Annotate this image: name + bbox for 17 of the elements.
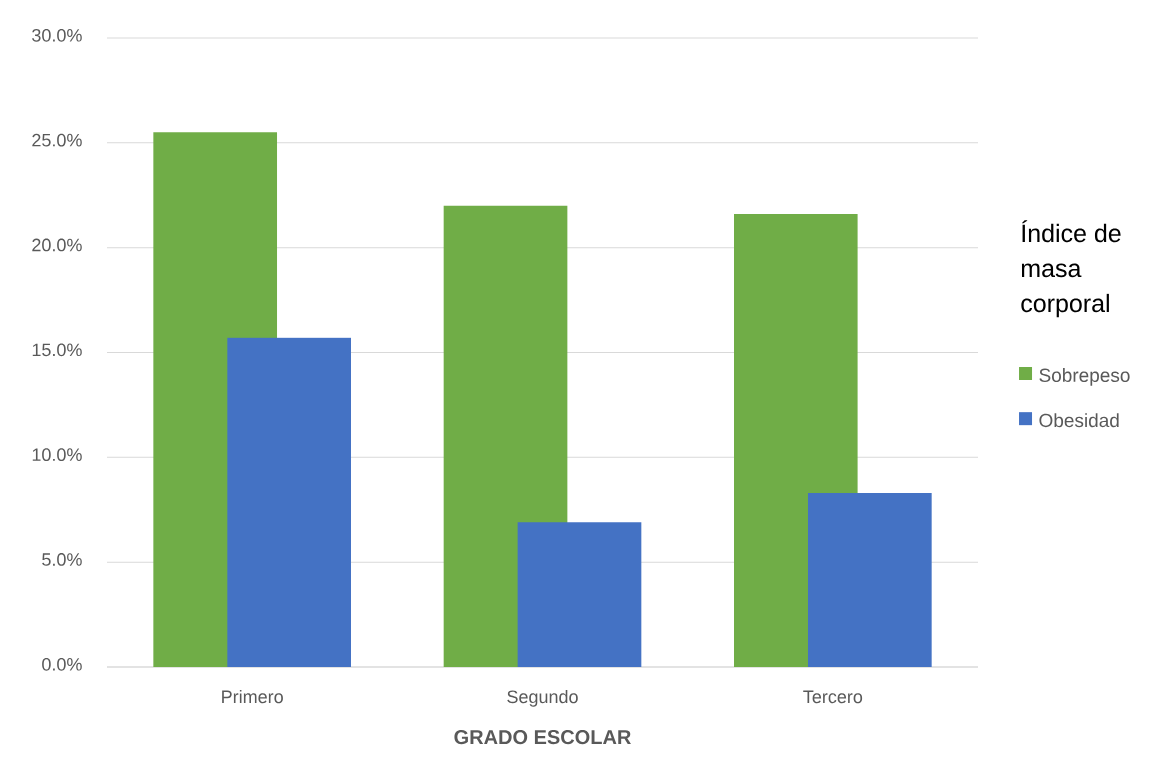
x-tick-label: Segundo xyxy=(507,689,578,707)
x-axis-title: GRADO ESCOLAR xyxy=(454,730,631,745)
y-tick-label: 20.0% xyxy=(32,238,82,252)
x-tick-label: Tercero xyxy=(803,690,863,704)
legend-label: Sobrepeso xyxy=(1039,368,1130,386)
y-tick-label: 25.0% xyxy=(32,133,82,147)
legend-title: Índice de masa corporal xyxy=(1021,220,1121,318)
y-tick-label: 10.0% xyxy=(32,448,82,462)
x-tick-label: Primero xyxy=(222,689,283,704)
bar xyxy=(807,492,932,667)
y-tick-label: 0.0% xyxy=(42,657,82,671)
y-tick-label: 15.0% xyxy=(32,343,82,357)
bar xyxy=(517,522,642,667)
y-tick-label: 30.0% xyxy=(32,28,82,42)
bar xyxy=(227,337,351,667)
y-tick-label: 5.0% xyxy=(42,553,82,566)
legend-label: Obesidad xyxy=(1039,413,1119,428)
